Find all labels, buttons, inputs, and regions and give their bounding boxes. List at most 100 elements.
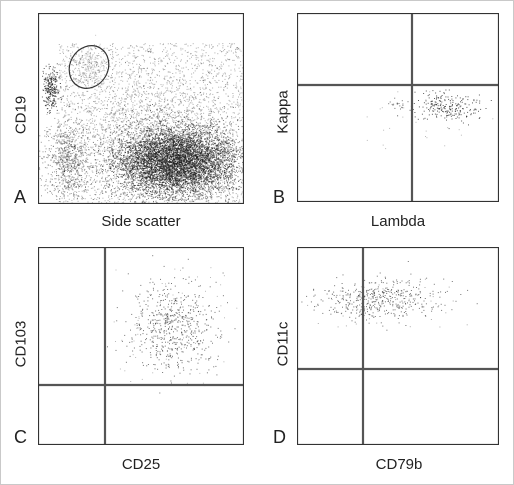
event-dot (219, 186, 221, 188)
event-dot (112, 43, 113, 45)
event-dot (80, 152, 82, 154)
event-dot (74, 108, 76, 110)
event-dot (211, 44, 213, 46)
event-dot (135, 125, 137, 127)
event-dot (67, 191, 68, 193)
event-dot (211, 48, 213, 49)
event-dot (204, 162, 206, 164)
event-dot (75, 144, 77, 146)
event-dot (226, 144, 228, 146)
event-dot (200, 151, 202, 153)
event-dot (162, 109, 164, 111)
event-dot (64, 114, 66, 116)
event-dot (170, 141, 172, 143)
event-dot (206, 177, 208, 179)
event-dot (220, 171, 222, 173)
event-dot (186, 115, 187, 117)
event-dot (131, 176, 132, 178)
event-dot (139, 172, 141, 174)
event-dot (235, 52, 237, 54)
event-dot (234, 157, 236, 158)
event-dot (86, 111, 88, 113)
event-dot (212, 142, 214, 144)
event-dot (113, 117, 115, 119)
event-dot (117, 72, 119, 74)
event-dot (149, 45, 151, 47)
event-dot (202, 146, 204, 148)
event-dot (226, 116, 228, 118)
event-dot (98, 85, 100, 87)
event-dot (200, 113, 202, 115)
event-dot (190, 95, 192, 97)
event-dot (76, 178, 78, 180)
event-dot (222, 160, 224, 162)
event-dot (209, 46, 210, 48)
event-dot (189, 139, 191, 140)
event-dot (84, 189, 86, 191)
event-dot (94, 75, 96, 77)
event-dot (177, 99, 179, 100)
event-dot (76, 117, 78, 119)
event-dot (211, 118, 212, 120)
event-dot (223, 108, 225, 109)
event-dot (208, 101, 210, 103)
event-dot (198, 187, 200, 188)
event-dot (161, 138, 162, 139)
event-dot (169, 198, 171, 200)
event-dot (211, 181, 213, 183)
event-dot (76, 80, 78, 82)
event-dot (167, 172, 169, 174)
event-dot (145, 167, 147, 169)
event-dot (144, 114, 146, 116)
event-dot (81, 124, 83, 126)
event-dot (70, 85, 72, 87)
event-dot (189, 83, 191, 85)
event-dot (213, 58, 215, 60)
event-dot (136, 173, 138, 175)
event-dot (141, 101, 143, 103)
event-dot (205, 52, 207, 54)
event-dot (154, 113, 156, 115)
event-dot (59, 168, 61, 170)
event-dot (205, 159, 207, 161)
event-dot (127, 168, 129, 169)
event-dot (118, 102, 119, 104)
event-dot (159, 122, 161, 124)
event-dot (208, 184, 209, 186)
event-dot (84, 135, 86, 137)
event-dot (133, 178, 135, 180)
event-dot (147, 73, 149, 75)
event-dot (143, 108, 145, 110)
event-dot (187, 158, 189, 160)
event-dot (157, 117, 158, 119)
event-dot (207, 196, 209, 198)
event-dot (136, 45, 138, 47)
event-dot (192, 184, 194, 185)
event-dot (225, 174, 227, 176)
event-dot (177, 187, 179, 189)
event-dot (226, 165, 228, 167)
event-dot (66, 72, 68, 74)
event-dot (152, 62, 154, 64)
event-dot (176, 143, 178, 145)
event-dot (130, 45, 132, 47)
event-dot (164, 129, 166, 131)
event-dot (219, 191, 221, 193)
event-dot (64, 141, 66, 143)
event-dot (81, 190, 83, 192)
event-dot (155, 145, 157, 146)
event-dot (232, 200, 234, 202)
event-dot (220, 67, 222, 69)
event-dot (187, 139, 189, 140)
event-dot (164, 178, 166, 180)
event-dot (134, 155, 136, 157)
event-dot (82, 132, 84, 134)
event-dot (152, 52, 154, 54)
event-dot (237, 48, 239, 50)
event-dot (146, 109, 147, 111)
event-dot (105, 179, 106, 181)
event-dot (115, 47, 116, 49)
event-dot (175, 147, 177, 149)
event-dot (112, 103, 114, 105)
event-dot (168, 147, 170, 149)
